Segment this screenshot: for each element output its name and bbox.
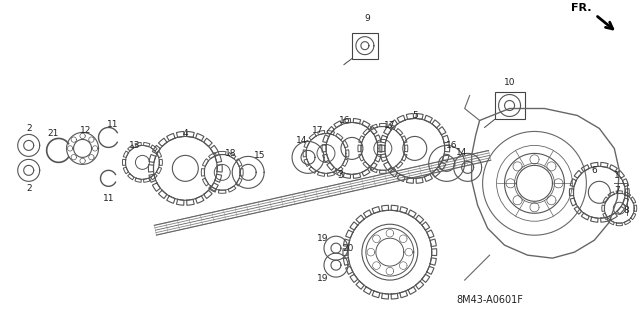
Text: 14: 14	[296, 136, 308, 145]
Text: 17: 17	[312, 126, 324, 135]
Text: 11: 11	[103, 194, 115, 203]
Text: 19: 19	[317, 234, 329, 243]
Text: 8: 8	[623, 206, 629, 215]
Text: 19: 19	[317, 274, 329, 283]
Text: 20: 20	[342, 244, 354, 253]
Text: 10: 10	[504, 78, 515, 87]
Text: 14: 14	[456, 148, 467, 157]
Text: 16: 16	[339, 116, 351, 125]
Text: 13: 13	[129, 141, 140, 150]
Text: 18: 18	[225, 149, 236, 158]
Text: 11: 11	[107, 120, 118, 129]
Text: 12: 12	[80, 126, 92, 135]
Text: 4: 4	[182, 129, 188, 138]
Text: 15: 15	[254, 151, 266, 160]
Text: 2: 2	[26, 124, 31, 133]
Text: 8M43-A0601F: 8M43-A0601F	[456, 295, 523, 305]
Text: 9: 9	[364, 14, 370, 23]
Text: 16: 16	[446, 141, 458, 150]
Text: 5: 5	[412, 111, 418, 120]
Text: 6: 6	[591, 166, 597, 175]
Text: 17: 17	[384, 121, 396, 130]
Text: 1: 1	[614, 171, 620, 180]
Text: 7: 7	[614, 186, 620, 195]
Text: 2: 2	[26, 184, 31, 193]
Text: FR.: FR.	[571, 3, 591, 13]
Text: 21: 21	[47, 129, 58, 138]
Text: 3: 3	[337, 170, 343, 180]
